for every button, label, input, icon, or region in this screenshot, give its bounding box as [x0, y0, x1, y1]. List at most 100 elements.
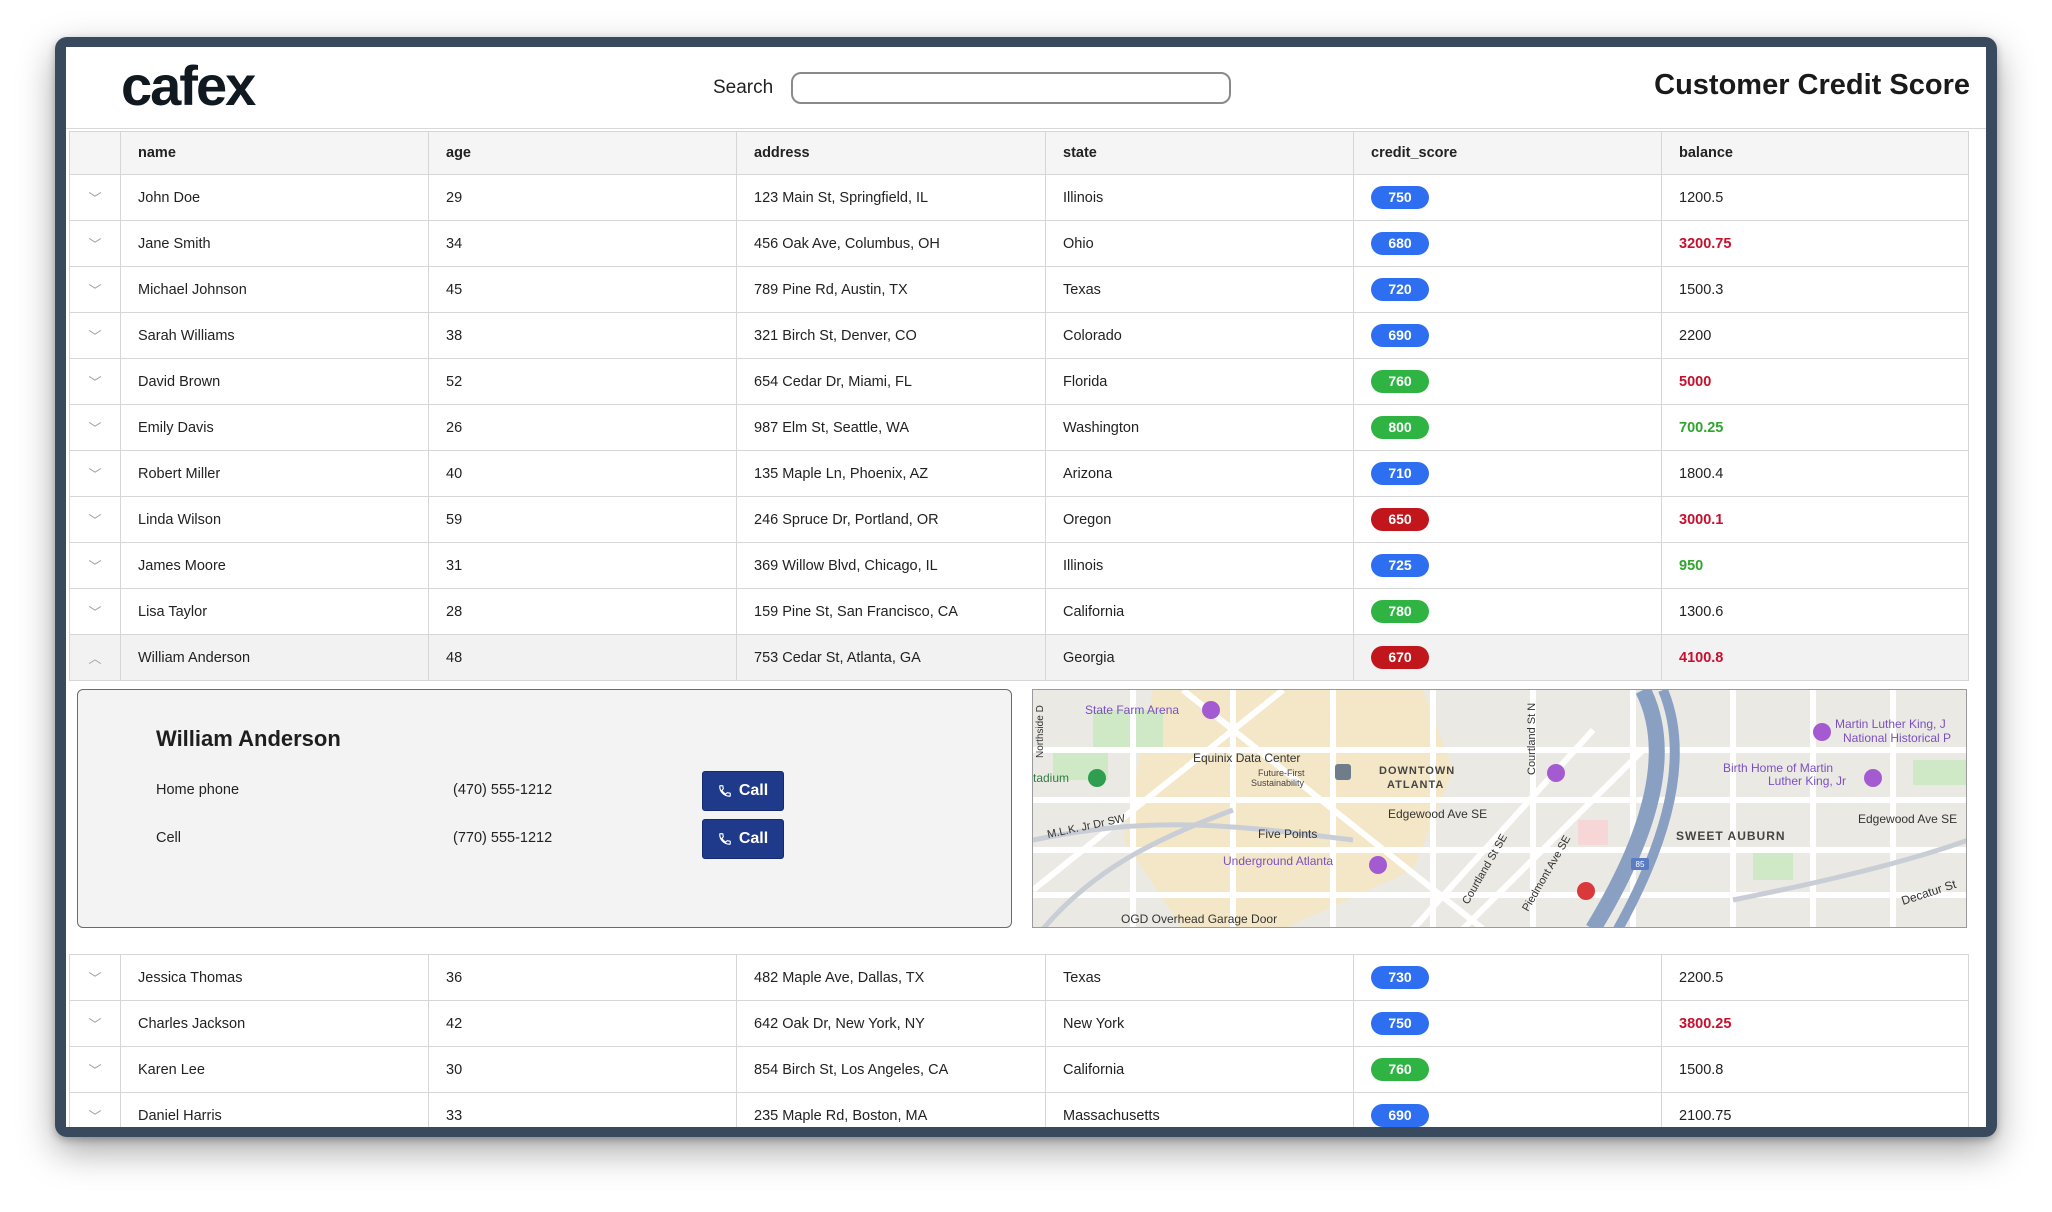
cell-credit-score: 800: [1354, 405, 1662, 450]
cell-address: 987 Elm St, Seattle, WA: [737, 405, 1046, 450]
chevron-down-icon: ﹀: [88, 971, 102, 986]
cell-credit-score: 670: [1354, 635, 1662, 680]
map-canvas[interactable]: 85 State Farm Arena tadium Equinix Data …: [1033, 690, 1967, 928]
table-row[interactable]: ﹀ Robert Miller 40 135 Maple Ln, Phoenix, A…: [69, 451, 1969, 497]
map-label-stadium: tadium: [1033, 771, 1069, 785]
chevron-down-icon: ﹀: [88, 467, 102, 482]
map-label-luther-king: Luther King, Jr: [1768, 774, 1846, 788]
cell-age: 48: [429, 635, 737, 680]
expand-toggle[interactable]: ﹀: [69, 221, 121, 266]
chevron-down-icon: ﹀: [88, 559, 102, 574]
expand-toggle[interactable]: ﹀: [69, 1093, 121, 1127]
balance-value: 700.25: [1679, 419, 1724, 436]
attraction-marker[interactable]: [1369, 856, 1387, 874]
table-row[interactable]: ﹀ Charles Jackson 42 642 Oak Dr, New York, …: [69, 1001, 1969, 1047]
table-row[interactable]: ︿ William Anderson 48 753 Cedar St, Atlanta…: [69, 635, 1969, 681]
column-header-age[interactable]: age: [429, 132, 737, 174]
detail-customer-name: William Anderson: [156, 726, 341, 751]
hospital-marker[interactable]: [1577, 882, 1595, 900]
column-header-credit-score[interactable]: credit_score: [1354, 132, 1662, 174]
chevron-down-icon: ﹀: [88, 605, 102, 620]
grid-header-row: name age address state credit_score bala…: [69, 131, 1969, 175]
expand-toggle[interactable]: ﹀: [69, 313, 121, 358]
cell-name: David Brown: [121, 359, 429, 404]
logo-text: cafex: [121, 61, 256, 113]
column-header-name[interactable]: name: [121, 132, 429, 174]
cell-state: Texas: [1046, 267, 1354, 312]
cell-balance: 950: [1662, 543, 1969, 588]
table-row[interactable]: ﹀ James Moore 31 369 Willow Blvd, Chicago, …: [69, 543, 1969, 589]
expand-toggle[interactable]: ﹀: [69, 543, 121, 588]
search-input[interactable]: [791, 72, 1231, 104]
cell-name: William Anderson: [121, 635, 429, 680]
contact-card: William Anderson Home phone (470) 555-12…: [77, 689, 1012, 928]
cell-address: 321 Birch St, Denver, CO: [737, 313, 1046, 358]
credit-score-badge: 760: [1371, 1058, 1429, 1081]
expand-toggle[interactable]: ﹀: [69, 589, 121, 634]
column-header-state[interactable]: state: [1046, 132, 1354, 174]
header: cafex Search Customer Credit Score: [66, 47, 1986, 129]
cell-credit-score: 750: [1354, 175, 1662, 220]
map-label-sweet-auburn: SWEET AUBURN: [1676, 829, 1786, 843]
home-phone-label: Home phone: [156, 782, 240, 798]
cell-age: 38: [429, 313, 737, 358]
venue-marker[interactable]: [1202, 701, 1220, 719]
cell-address: 159 Pine St, San Francisco, CA: [737, 589, 1046, 634]
stadium-marker[interactable]: [1088, 769, 1106, 787]
call-cell-button[interactable]: Call: [702, 819, 784, 859]
expand-toggle[interactable]: ﹀: [69, 405, 121, 450]
table-row[interactable]: ﹀ Michael Johnson 45 789 Pine Rd, Austin, T…: [69, 267, 1969, 313]
column-header-address[interactable]: address: [737, 132, 1046, 174]
location-map[interactable]: 85 State Farm Arena tadium Equinix Data …: [1032, 689, 1967, 928]
expand-toggle[interactable]: ﹀: [69, 1047, 121, 1092]
column-header-balance[interactable]: balance: [1662, 132, 1969, 174]
table-row[interactable]: ﹀ Sarah Williams 38 321 Birch St, Denver, C…: [69, 313, 1969, 359]
cell-name: Charles Jackson: [121, 1001, 429, 1046]
cell-balance: 1500.3: [1662, 267, 1969, 312]
cell-balance: 1300.6: [1662, 589, 1969, 634]
table-row[interactable]: ﹀ Linda Wilson 59 246 Spruce Dr, Portland, …: [69, 497, 1969, 543]
place-marker[interactable]: [1335, 764, 1351, 780]
table-row[interactable]: ﹀ Emily Davis 26 987 Elm St, Seattle, WA Was…: [69, 405, 1969, 451]
map-label-equinix: Equinix Data Center: [1193, 751, 1300, 765]
table-row[interactable]: ﹀ Jane Smith 34 456 Oak Ave, Columbus, OH Oh…: [69, 221, 1969, 267]
expand-toggle[interactable]: ﹀: [69, 1001, 121, 1046]
expand-toggle[interactable]: ﹀: [69, 955, 121, 1000]
table-row[interactable]: ﹀ Jessica Thomas 36 482 Maple Ave, Dallas, …: [69, 955, 1969, 1001]
cell-state: Illinois: [1046, 175, 1354, 220]
balance-value: 1200.5: [1679, 189, 1724, 206]
call-home-button[interactable]: Call: [702, 771, 784, 811]
park-area: [1753, 850, 1793, 880]
expand-toggle[interactable]: ﹀: [69, 267, 121, 312]
cell-phone-label: Cell: [156, 830, 181, 846]
expand-toggle[interactable]: ︿: [69, 635, 121, 680]
table-row[interactable]: ﹀ Daniel Harris 33 235 Maple Rd, Boston, MA…: [69, 1093, 1969, 1127]
cell-address: 123 Main St, Springfield, IL: [737, 175, 1046, 220]
table-row[interactable]: ﹀ Lisa Taylor 28 159 Pine St, San Francisco…: [69, 589, 1969, 635]
cell-name: Daniel Harris: [121, 1093, 429, 1127]
expand-toggle[interactable]: ﹀: [69, 497, 121, 542]
cell-balance: 1200.5: [1662, 175, 1969, 220]
interstate-label: 85: [1636, 860, 1645, 869]
cell-address: 753 Cedar St, Atlanta, GA: [737, 635, 1046, 680]
interstate-highway: [1586, 690, 1665, 927]
credit-score-badge: 720: [1371, 278, 1429, 301]
chevron-up-icon: ︿: [88, 651, 102, 666]
table-row[interactable]: ﹀ Karen Lee 30 854 Birch St, Los Angeles, C…: [69, 1047, 1969, 1093]
table-row[interactable]: ﹀ David Brown 52 654 Cedar Dr, Miami, FL Flo…: [69, 359, 1969, 405]
cell-address: 135 Maple Ln, Phoenix, AZ: [737, 451, 1046, 496]
table-row[interactable]: ﹀ John Doe 29 123 Main St, Springfield, IL I…: [69, 175, 1969, 221]
expand-toggle[interactable]: ﹀: [69, 451, 121, 496]
landmark-marker[interactable]: [1813, 723, 1831, 741]
expand-toggle[interactable]: ﹀: [69, 175, 121, 220]
hospital-area: [1578, 820, 1608, 845]
map-label-northside: Northside D: [1035, 705, 1046, 758]
cell-state: Washington: [1046, 405, 1354, 450]
landmark-marker[interactable]: [1864, 769, 1882, 787]
credit-score-badge: 650: [1371, 508, 1429, 531]
attraction-marker[interactable]: [1547, 764, 1565, 782]
expand-toggle[interactable]: ﹀: [69, 359, 121, 404]
cell-address: 369 Willow Blvd, Chicago, IL: [737, 543, 1046, 588]
credit-score-badge: 725: [1371, 554, 1429, 577]
cell-credit-score: 650: [1354, 497, 1662, 542]
